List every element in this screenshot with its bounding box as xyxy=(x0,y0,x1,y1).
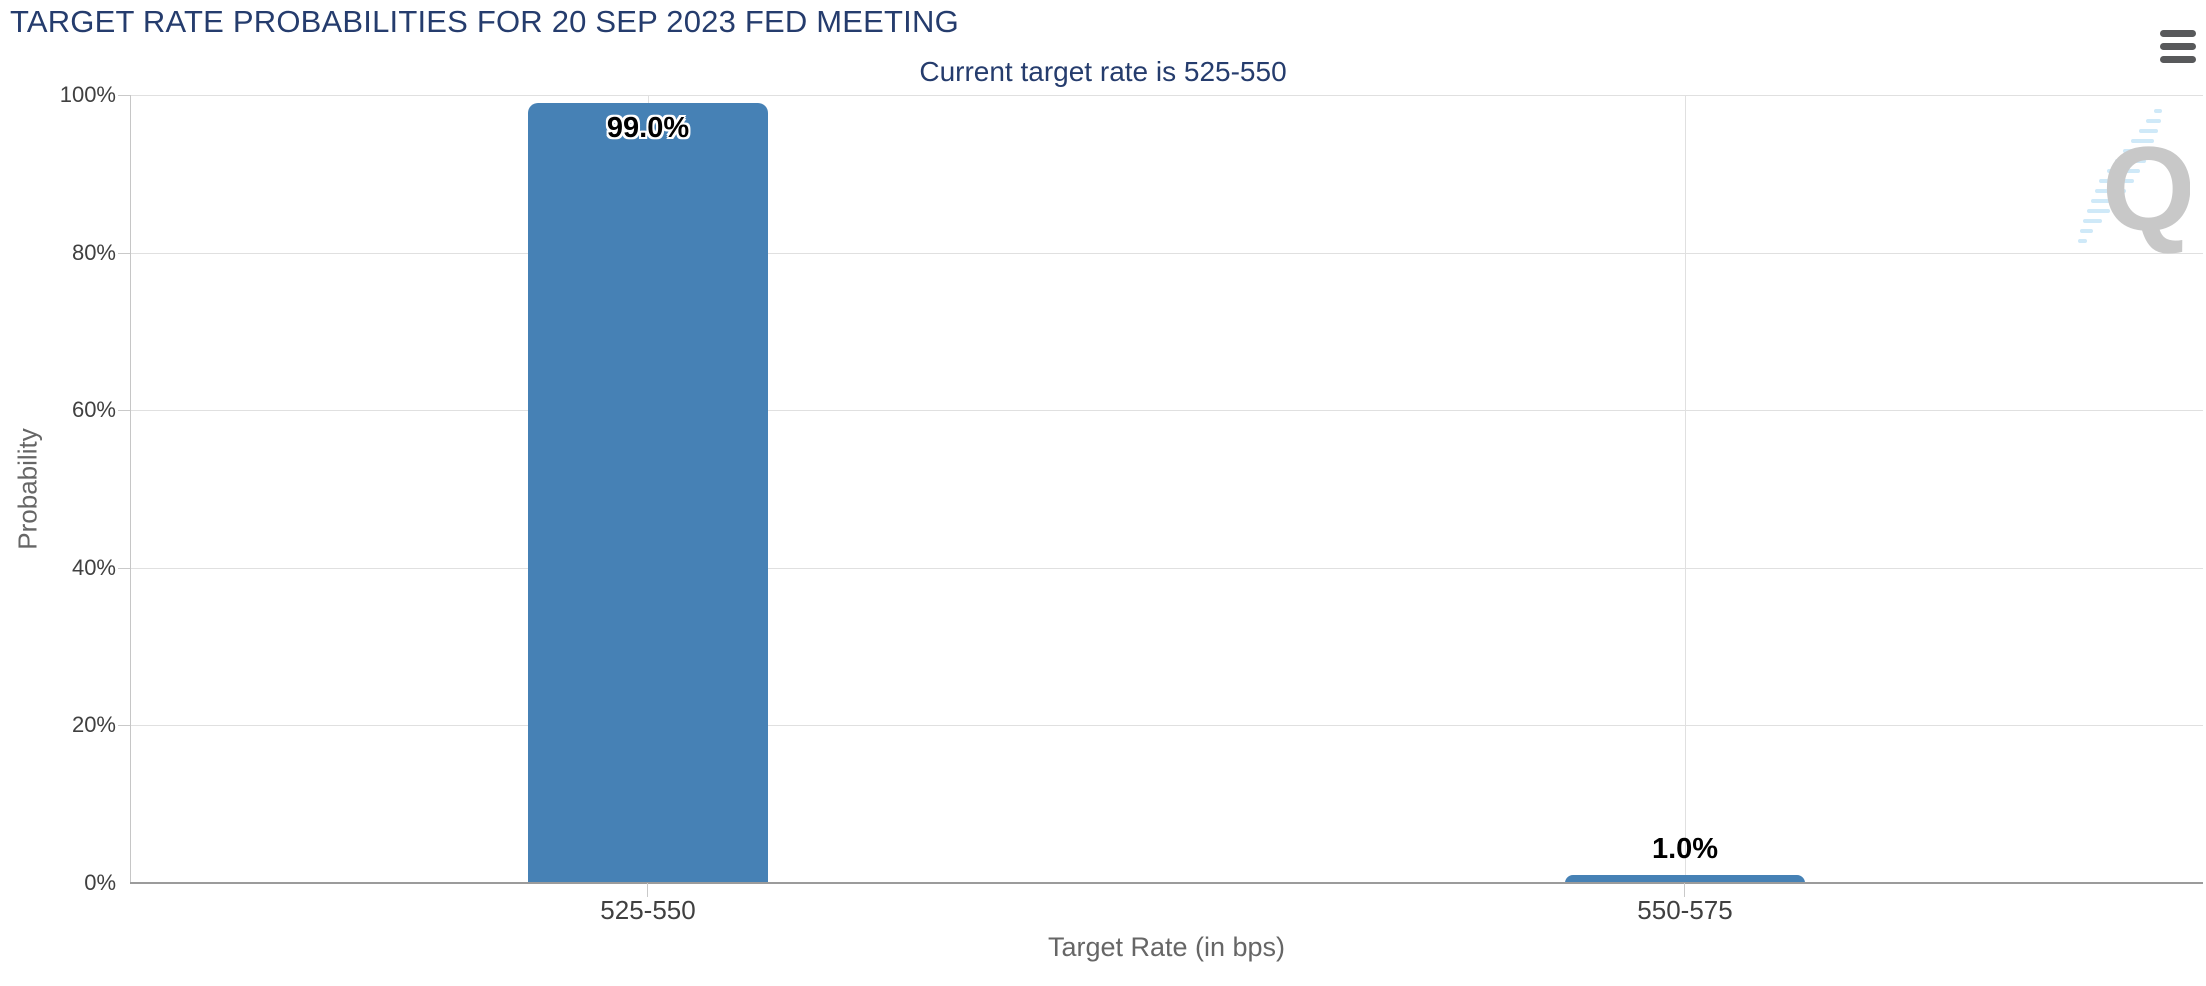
watermark-q-letter: Q xyxy=(2102,122,2190,256)
chart-context-menu-button[interactable] xyxy=(2156,24,2200,68)
quikstrike-watermark: Q xyxy=(2078,109,2190,256)
ytick-mark xyxy=(118,95,130,96)
xtick-mark-550-575 xyxy=(1684,883,1685,897)
gridline-cat-2 xyxy=(1685,95,1686,883)
ytick-label-80: 80% xyxy=(71,240,116,265)
ytick-mark xyxy=(118,410,130,411)
watermark-speed-lines xyxy=(2078,109,2162,243)
y-axis-title: Probability xyxy=(12,428,43,550)
ytick-mark xyxy=(118,253,130,254)
chart-subtitle: Current target rate is 525-550 xyxy=(919,56,1287,87)
ytick-label-0: 0% xyxy=(84,870,116,895)
ytick-mark xyxy=(118,568,130,569)
xtick-label-550-575: 550-575 xyxy=(1637,895,1733,925)
y-axis-line xyxy=(130,95,131,883)
ytick-label-40: 40% xyxy=(71,555,116,580)
chart-title: TARGET RATE PROBABILITIES FOR 20 SEP 202… xyxy=(10,4,959,39)
xtick-label-525-550: 525-550 xyxy=(600,895,696,925)
ytick-label-20: 20% xyxy=(71,712,116,737)
bar-550-575[interactable] xyxy=(1565,875,1805,883)
plot-area: Q 99.0% 1.0% xyxy=(130,95,2203,883)
x-axis-title: Target Rate (in bps) xyxy=(1047,932,1286,962)
hamburger-icon xyxy=(2160,29,2196,63)
ytick-mark xyxy=(118,725,130,726)
x-axis-line xyxy=(130,882,2203,884)
gridline-80pct xyxy=(130,253,2203,254)
gridline-100pct xyxy=(130,95,2203,96)
xtick-mark-525-550 xyxy=(647,883,648,897)
ytick-label-60: 60% xyxy=(71,397,116,422)
bar-value-label-525-550: 99.0% xyxy=(606,112,690,144)
bar-525-550[interactable] xyxy=(528,103,768,883)
gridline-40pct xyxy=(130,568,2203,569)
bar-value-label-550-575: 1.0% xyxy=(1651,833,1719,865)
gridline-60pct xyxy=(130,410,2203,411)
ytick-label-100: 100% xyxy=(59,82,116,107)
gridline-20pct xyxy=(130,725,2203,726)
